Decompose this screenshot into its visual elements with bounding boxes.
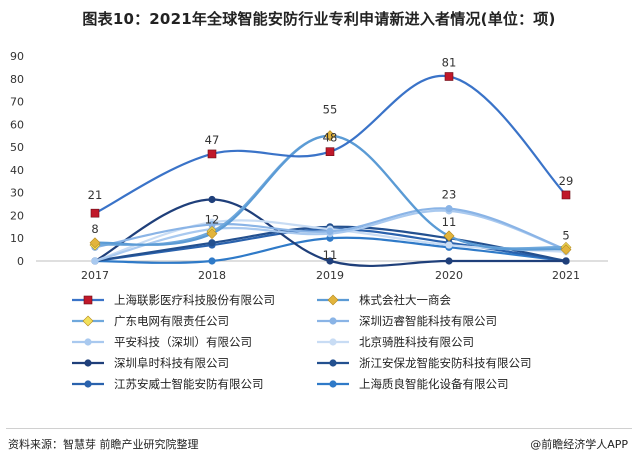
data-point [325,147,335,156]
legend-item: 上海质良智能化设备有限公司 [317,377,509,391]
y-tick-label: 40 [10,164,24,177]
data-point [90,208,100,218]
y-tick-label: 60 [10,118,24,131]
footer-divider [6,428,632,429]
source-note: 资料来源：智慧芽 前瞻产业研究院整理 [8,438,199,451]
legend-item: 浙江安保龙智能安防科技有限公司 [317,356,532,370]
data-point [326,227,334,235]
data-point [206,228,218,240]
data-point [329,380,337,388]
data-point [445,257,453,265]
legend-label: 平安科技（深圳）有限公司 [114,335,252,349]
data-point [443,230,455,242]
data-point [329,338,337,346]
data-point [329,317,337,325]
data-point [82,315,94,327]
x-tick-label: 2020 [435,269,463,282]
legend-item: 上海联影医疗科技股份有限公司 [72,293,275,307]
legend-label: 广东电网有限责任公司 [114,314,229,328]
series-1 [89,130,572,256]
y-tick-label: 70 [10,96,24,109]
brand-note: @前瞻经济学人APP [530,438,628,451]
legend-label: 上海质良智能化设备有限公司 [359,377,509,391]
data-point [444,72,454,81]
data-label: 47 [205,133,220,147]
x-tick-label: 2017 [81,269,109,282]
data-point [329,359,337,367]
legend-item: 深圳阜时科技有限公司 [72,356,229,370]
legend-item: 深圳迈睿智能科技有限公司 [317,314,497,328]
data-label: 55 [323,103,338,117]
data-point [84,338,92,346]
data-point [445,241,453,249]
series-0 [90,72,571,218]
legend-item: 江苏安威士智能安防有限公司 [72,377,264,391]
legend-label: 深圳阜时科技有限公司 [114,356,229,370]
data-point [84,380,92,388]
data-point [84,359,92,367]
data-point [89,237,101,249]
data-point [207,149,217,159]
data-point [326,257,334,265]
series-line [94,74,567,215]
data-point [324,130,336,142]
data-point [445,205,453,213]
data-label: 21 [88,188,103,202]
data-label: 11 [323,248,338,262]
y-tick-label: 30 [10,187,24,200]
y-tick-label: 50 [10,141,24,154]
data-point [91,257,99,265]
data-point [561,190,571,200]
legend-item: 株式会社大一商会 [317,293,451,307]
data-point [208,239,216,247]
data-label: 23 [442,188,457,202]
data-label: 81 [442,56,457,70]
legend-label: 株式会社大一商会 [359,293,451,307]
legend-item: 平安科技（深圳）有限公司 [72,335,252,349]
data-label: 12 [205,213,220,227]
y-tick-label: 80 [10,73,24,86]
data-point [208,220,216,229]
y-tick-label: 10 [10,232,24,245]
data-label: 29 [559,174,574,188]
data-label: 48 [323,131,338,145]
data-point [208,195,216,204]
data-label: 5 [562,229,569,243]
data-point [327,294,339,306]
data-point [562,257,570,265]
chart-title: 图表10：2021年全球智能安防行业专利申请新进入者情况(单位：项) [82,10,556,28]
data-point [208,257,216,265]
y-tick-label: 20 [10,209,24,222]
x-tick-label: 2021 [552,269,580,282]
y-tick-label: 0 [17,255,24,268]
legend-item: 北京骑胜科技有限公司 [317,335,474,349]
data-point [83,295,93,305]
legend-label: 浙江安保龙智能安防科技有限公司 [359,356,532,370]
x-tick-label: 2018 [198,269,226,282]
data-label: 8 [91,222,98,236]
legend-label: 上海联影医疗科技股份有限公司 [114,293,275,307]
x-tick-label: 2019 [316,269,344,282]
line-chart: 0 10 20 30 40 50 60 70 80 90 2017 2018 2019 2020 2021 2… [10,50,608,391]
legend-label: 深圳迈睿智能科技有限公司 [359,314,497,328]
legend-item: 广东电网有限责任公司 [72,314,229,328]
data-label: 11 [442,215,457,229]
y-tick-label: 90 [10,50,24,63]
legend-label: 江苏安威士智能安防有限公司 [114,377,264,391]
legend-label: 北京骑胜科技有限公司 [359,335,474,349]
data-point [560,244,572,256]
